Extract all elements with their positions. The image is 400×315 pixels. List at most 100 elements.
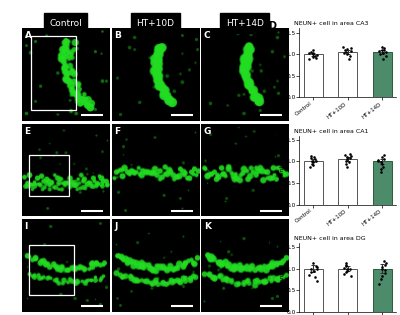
Point (382, 268, 388, 273)
Point (344, 266, 351, 271)
Point (344, 164, 350, 169)
Point (309, 161, 315, 166)
Text: CA1: CA1 (2, 160, 12, 180)
Point (376, 49, 382, 54)
Point (342, 261, 349, 266)
Text: G: G (204, 127, 211, 135)
Point (348, 49, 354, 54)
Point (379, 266, 386, 271)
Point (378, 274, 385, 279)
Point (378, 277, 384, 282)
Text: L: L (268, 236, 274, 246)
Point (340, 50, 347, 55)
Point (314, 264, 320, 269)
Point (348, 154, 354, 159)
Point (381, 47, 388, 52)
Text: K: K (204, 222, 211, 231)
Point (341, 265, 348, 270)
Point (342, 49, 349, 54)
Point (306, 50, 312, 55)
Point (378, 264, 385, 269)
Text: I: I (25, 222, 28, 231)
Point (344, 155, 350, 160)
Text: J: J (114, 222, 118, 231)
Point (382, 263, 388, 268)
Point (375, 158, 382, 163)
Point (376, 281, 382, 286)
Point (312, 157, 319, 162)
Point (310, 48, 316, 53)
Point (342, 153, 348, 158)
Point (379, 48, 386, 53)
Point (308, 49, 314, 54)
Point (343, 162, 350, 167)
Point (378, 170, 385, 175)
Point (382, 261, 389, 266)
Point (310, 261, 316, 266)
Bar (29, 245, 74, 295)
Point (343, 270, 349, 275)
Text: NEUN+ cell in area CA1: NEUN+ cell in area CA1 (294, 129, 369, 134)
Y-axis label: %Control: %Control (280, 49, 285, 77)
Point (346, 152, 353, 157)
Point (306, 272, 312, 277)
Text: C: C (204, 31, 210, 40)
Bar (373, 162, 392, 205)
Text: E: E (25, 127, 31, 135)
Bar (338, 52, 357, 98)
Point (340, 44, 346, 49)
Point (380, 56, 386, 61)
Title: Control: Control (49, 19, 82, 28)
Point (346, 267, 353, 272)
Point (343, 264, 349, 269)
Point (383, 54, 389, 59)
Title: HT+14D: HT+14D (226, 19, 264, 28)
Point (314, 278, 320, 283)
Point (346, 56, 352, 61)
Point (382, 49, 389, 54)
Point (348, 274, 354, 279)
Text: NEUN+ cell in area DG: NEUN+ cell in area DG (294, 236, 366, 241)
Point (309, 54, 316, 60)
Bar (373, 269, 392, 312)
Bar (29, 155, 69, 196)
Point (381, 156, 387, 161)
Point (380, 46, 387, 51)
Point (378, 167, 385, 172)
Point (308, 267, 314, 272)
Bar (338, 159, 357, 205)
Point (306, 57, 312, 62)
Point (344, 47, 350, 52)
Point (344, 268, 350, 273)
Point (343, 158, 350, 163)
Bar (304, 161, 322, 205)
Point (308, 270, 314, 275)
Point (379, 44, 385, 49)
Point (348, 46, 355, 51)
Text: CA3: CA3 (2, 65, 12, 85)
Point (313, 158, 319, 163)
Bar (338, 269, 357, 312)
Text: NEUN+ cell in area CA3: NEUN+ cell in area CA3 (294, 21, 369, 26)
Point (314, 53, 320, 58)
Point (341, 271, 348, 276)
Point (343, 263, 349, 268)
Point (308, 156, 314, 161)
Point (379, 162, 386, 167)
Text: H: H (268, 129, 276, 139)
Point (310, 51, 316, 56)
Point (380, 164, 386, 169)
Point (309, 159, 315, 164)
Point (347, 54, 354, 59)
Y-axis label: %Control: %Control (280, 156, 285, 185)
Bar (31, 36, 76, 110)
Point (310, 160, 316, 165)
Point (346, 160, 352, 165)
Text: F: F (114, 127, 120, 135)
Point (379, 155, 386, 160)
Text: A: A (25, 31, 32, 40)
Point (308, 154, 314, 159)
Point (307, 164, 314, 169)
Point (381, 271, 388, 276)
Point (343, 52, 350, 57)
